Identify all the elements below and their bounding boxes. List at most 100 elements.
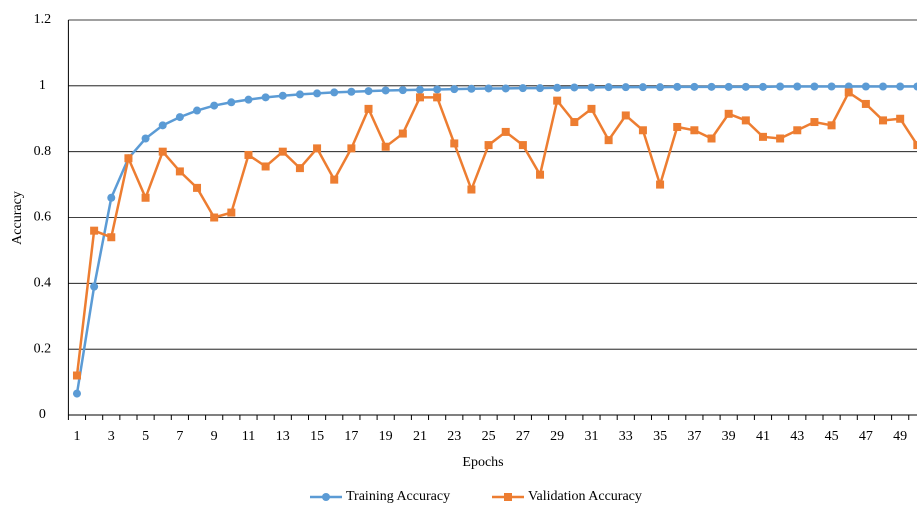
data-point (810, 82, 819, 91)
y-tick-label: 0.8 (34, 144, 52, 159)
data-point (415, 93, 424, 102)
data-point (724, 109, 733, 118)
y-tick-label: 0.4 (34, 276, 52, 291)
data-point (210, 101, 219, 110)
x-tick-label: 25 (482, 429, 496, 444)
data-point (141, 134, 150, 143)
data-point (450, 85, 459, 94)
data-point (896, 82, 905, 91)
data-point (827, 82, 836, 91)
data-point (793, 126, 802, 135)
data-point (741, 116, 750, 125)
data-point (518, 84, 527, 93)
data-point (330, 88, 339, 97)
data-point (398, 129, 407, 138)
data-point (107, 233, 116, 242)
data-point (295, 164, 304, 173)
data-point (193, 183, 202, 192)
data-point (673, 82, 682, 91)
data-point (278, 91, 287, 100)
y-tick-label: 0.6 (34, 210, 52, 225)
data-point (450, 139, 459, 148)
x-tick-label: 35 (653, 429, 667, 444)
x-tick-label: 27 (516, 429, 530, 444)
data-point (72, 389, 81, 398)
data-point (861, 82, 870, 91)
legend-label: Validation Accuracy (528, 489, 642, 504)
data-point (364, 87, 373, 96)
data-point (175, 113, 184, 122)
y-tick-label: 0.2 (34, 341, 52, 356)
data-point (656, 83, 665, 92)
data-point (158, 147, 167, 156)
x-tick-label: 31 (584, 429, 598, 444)
data-point (570, 83, 579, 92)
x-tick-label: 1 (73, 429, 80, 444)
data-point (72, 371, 81, 380)
x-tick-label: 49 (893, 429, 907, 444)
x-tick-label: 19 (379, 429, 393, 444)
data-point (587, 83, 596, 92)
x-tick-label: 45 (825, 429, 839, 444)
data-point (227, 208, 236, 217)
x-tick-label: 37 (687, 429, 701, 444)
data-point (124, 154, 133, 163)
x-tick-label: 3 (108, 429, 115, 444)
data-point (175, 167, 184, 176)
x-tick-label: 11 (242, 429, 255, 444)
x-tick-label: 9 (211, 429, 218, 444)
data-point (501, 127, 510, 136)
data-point (278, 147, 287, 156)
x-tick-label: 41 (756, 429, 770, 444)
x-tick-label: 33 (619, 429, 633, 444)
x-tick-label: 5 (142, 429, 149, 444)
data-point (227, 98, 236, 107)
data-point (690, 126, 699, 135)
x-tick-label: 39 (722, 429, 736, 444)
data-point (433, 93, 442, 102)
data-point (193, 106, 202, 115)
data-point (107, 193, 116, 202)
data-point (210, 213, 219, 222)
data-point (638, 83, 647, 92)
x-tick-label: 29 (550, 429, 564, 444)
data-point (879, 116, 888, 125)
data-point (758, 82, 767, 91)
data-point (913, 82, 917, 91)
data-point (501, 84, 510, 93)
plot (67, 19, 917, 420)
data-point (244, 150, 253, 159)
data-point (724, 82, 733, 91)
data-point (244, 95, 253, 104)
data-point (844, 88, 853, 97)
data-point (656, 180, 665, 189)
y-tick-label: 1.2 (34, 12, 52, 27)
data-point (261, 162, 270, 171)
data-point (313, 89, 322, 98)
x-tick-label: 17 (344, 429, 358, 444)
data-point (758, 132, 767, 141)
data-point (536, 170, 545, 179)
x-tick-label: 7 (176, 429, 183, 444)
y-axis-title: Accuracy (10, 191, 25, 245)
data-point (553, 83, 562, 92)
data-point (793, 82, 802, 91)
data-point (313, 144, 322, 153)
data-point (553, 96, 562, 105)
data-point (415, 85, 424, 94)
data-point (467, 84, 476, 93)
data-point (879, 82, 888, 91)
data-point (347, 87, 356, 96)
x-tick-label: 21 (413, 429, 427, 444)
data-point (90, 226, 99, 235)
data-point (896, 114, 905, 123)
data-point (707, 82, 716, 91)
data-point (673, 122, 682, 131)
data-point (364, 104, 373, 113)
x-tick-label: 47 (859, 429, 873, 444)
data-point (621, 83, 630, 92)
data-point (295, 90, 304, 99)
data-point (518, 141, 527, 150)
